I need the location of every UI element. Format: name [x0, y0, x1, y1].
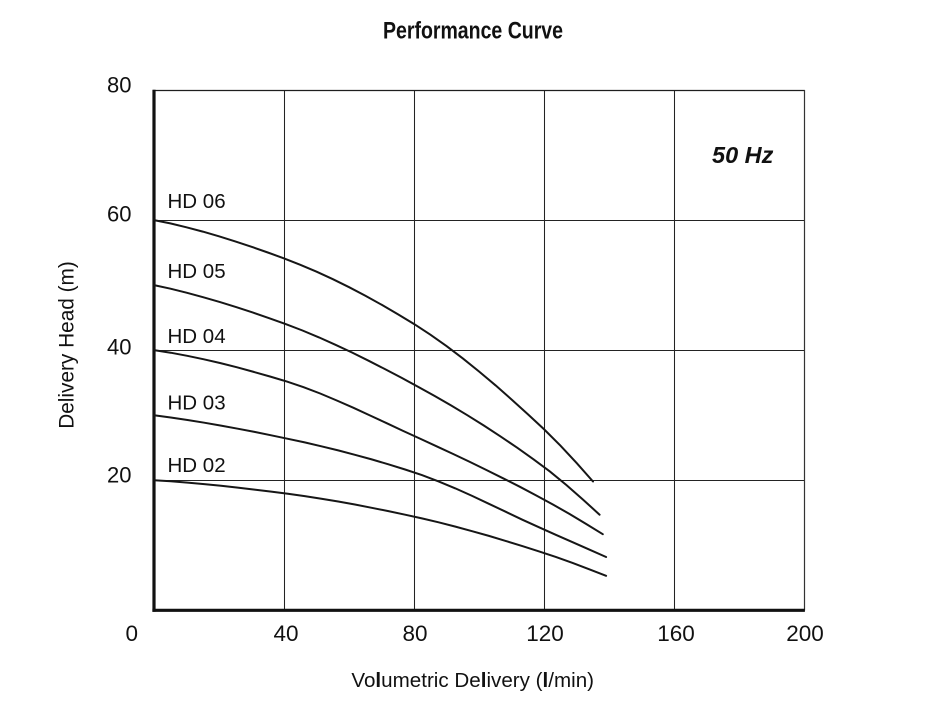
svg-text:120: 120: [526, 621, 564, 646]
svg-text:80: 80: [107, 72, 131, 97]
svg-text:60: 60: [107, 201, 131, 226]
svg-text:HD 06: HD 06: [168, 190, 226, 213]
svg-text:40: 40: [107, 334, 131, 359]
svg-text:Volumetric Delivery (l/min): Volumetric Delivery (l/min): [351, 669, 594, 692]
svg-text:80: 80: [402, 621, 427, 646]
svg-text:Performance Curve: Performance Curve: [383, 18, 563, 45]
svg-text:HD 05: HD 05: [168, 260, 226, 283]
svg-text:HD 03: HD 03: [168, 392, 226, 415]
svg-text:40: 40: [273, 621, 298, 646]
svg-text:160: 160: [657, 621, 695, 646]
svg-text:20: 20: [107, 463, 131, 488]
svg-text:50 Hz: 50 Hz: [712, 142, 774, 168]
svg-text:HD 02: HD 02: [168, 454, 226, 477]
svg-text:0: 0: [125, 621, 138, 646]
svg-text:200: 200: [786, 621, 824, 646]
svg-text:Delivery Head (m): Delivery Head (m): [56, 261, 79, 429]
svg-text:HD 04: HD 04: [168, 325, 226, 348]
